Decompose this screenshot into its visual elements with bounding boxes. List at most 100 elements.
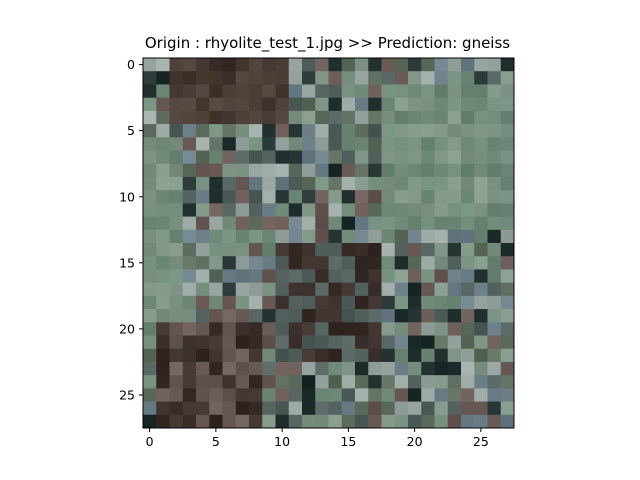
image-pixel bbox=[394, 361, 409, 376]
image-pixel bbox=[235, 110, 250, 125]
image-pixel bbox=[368, 388, 382, 402]
image-pixel bbox=[169, 203, 184, 217]
image-pixel bbox=[421, 335, 435, 350]
image-pixel bbox=[368, 361, 382, 376]
image-pixel bbox=[235, 229, 250, 244]
image-pixel bbox=[355, 163, 369, 178]
image-pixel bbox=[235, 176, 250, 191]
image-pixel bbox=[487, 388, 502, 402]
image-pixel bbox=[262, 361, 276, 376]
image-pixel bbox=[235, 203, 250, 217]
image-pixel bbox=[381, 388, 396, 402]
image-pixel bbox=[355, 375, 369, 389]
image-pixel bbox=[235, 256, 250, 270]
image-pixel bbox=[196, 295, 210, 310]
image-pixel bbox=[156, 84, 170, 99]
image-pixel bbox=[394, 137, 409, 151]
image-pixel bbox=[461, 414, 475, 429]
image-pixel bbox=[487, 203, 502, 217]
image-pixel bbox=[487, 348, 502, 363]
image-pixel bbox=[355, 361, 369, 376]
image-pixel bbox=[315, 110, 329, 125]
image-pixel bbox=[182, 401, 197, 416]
image-pixel bbox=[275, 335, 290, 350]
image-pixel bbox=[275, 375, 290, 389]
image-pixel bbox=[209, 216, 223, 231]
image-pixel bbox=[156, 203, 170, 217]
image-pixel bbox=[182, 190, 197, 204]
image-pixel bbox=[262, 71, 276, 85]
image-pixel bbox=[209, 110, 223, 125]
image-pixel bbox=[222, 375, 237, 389]
image-pixel bbox=[408, 97, 422, 112]
image-pixel bbox=[500, 58, 515, 72]
image-pixel bbox=[249, 269, 263, 284]
image-pixel bbox=[434, 243, 449, 257]
image-pixel bbox=[302, 375, 316, 389]
image-pixel bbox=[235, 58, 250, 72]
image-pixel bbox=[222, 388, 237, 402]
image-pixel bbox=[355, 203, 369, 217]
image-pixel bbox=[394, 335, 409, 350]
image-pixel bbox=[156, 256, 170, 270]
image-pixel bbox=[156, 322, 170, 336]
image-pixel bbox=[169, 216, 184, 231]
image-pixel bbox=[447, 229, 462, 244]
image-pixel bbox=[209, 203, 223, 217]
image-pixel bbox=[302, 97, 316, 112]
image-pixel bbox=[381, 269, 396, 284]
image-pixel bbox=[381, 110, 396, 125]
image-pixel bbox=[235, 97, 250, 112]
image-pixel bbox=[169, 124, 184, 138]
image-pixel bbox=[421, 322, 435, 336]
image-pixel bbox=[421, 295, 435, 310]
image-pixel bbox=[434, 203, 449, 217]
image-pixel bbox=[487, 335, 502, 350]
image-pixel bbox=[341, 176, 356, 191]
image-pixel bbox=[235, 150, 250, 165]
image-pixel bbox=[394, 58, 409, 72]
image-pixel bbox=[209, 414, 223, 429]
image-pixel bbox=[169, 401, 184, 416]
y-tick-label: 5 bbox=[127, 123, 135, 138]
image-pixel bbox=[461, 243, 475, 257]
image-pixel bbox=[315, 348, 329, 363]
image-pixel bbox=[500, 71, 515, 85]
image-pixel bbox=[368, 110, 382, 125]
image-pixel bbox=[315, 137, 329, 151]
image-pixel bbox=[302, 388, 316, 402]
image-pixel bbox=[143, 203, 157, 217]
image-pixel bbox=[169, 256, 184, 270]
image-pixel bbox=[169, 282, 184, 297]
image-pixel bbox=[381, 229, 396, 244]
image-pixel bbox=[302, 190, 316, 204]
image-pixel bbox=[143, 335, 157, 350]
image-pixel bbox=[328, 110, 343, 125]
image-pixel bbox=[328, 335, 343, 350]
image-pixel bbox=[156, 110, 170, 125]
image-pixel bbox=[209, 58, 223, 72]
image-pixel bbox=[355, 150, 369, 165]
image-pixel bbox=[474, 269, 488, 284]
image-pixel bbox=[408, 137, 422, 151]
image-pixel bbox=[288, 348, 303, 363]
image-pixel bbox=[143, 190, 157, 204]
image-pixel bbox=[500, 243, 515, 257]
image-pixel bbox=[368, 375, 382, 389]
image-pixel bbox=[474, 322, 488, 336]
image-pixel bbox=[368, 414, 382, 429]
image-pixel bbox=[487, 322, 502, 336]
image-pixel bbox=[341, 84, 356, 99]
image-pixel bbox=[182, 295, 197, 310]
image-pixel bbox=[196, 203, 210, 217]
image-pixel bbox=[368, 176, 382, 191]
image-pixel bbox=[235, 335, 250, 350]
image-pixel bbox=[421, 388, 435, 402]
image-pixel bbox=[156, 375, 170, 389]
image-pixel bbox=[368, 124, 382, 138]
image-pixel bbox=[302, 84, 316, 99]
image-pixel bbox=[461, 388, 475, 402]
image-pixel bbox=[461, 375, 475, 389]
image-pixel bbox=[235, 190, 250, 204]
image-pixel bbox=[487, 309, 502, 323]
